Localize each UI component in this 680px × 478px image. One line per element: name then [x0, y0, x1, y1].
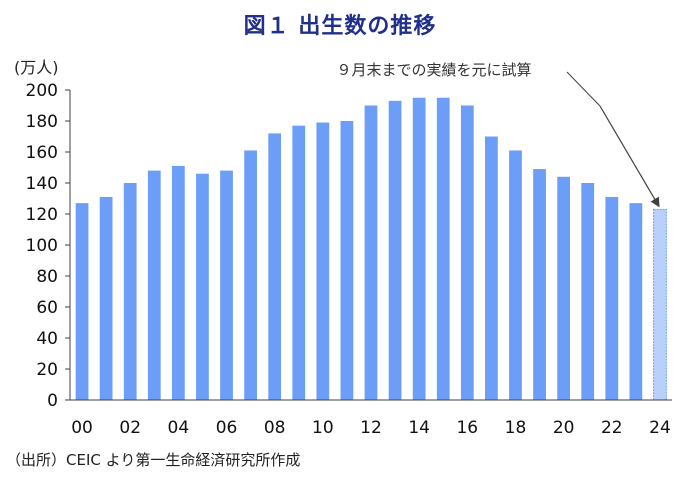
bar-17 — [485, 136, 498, 400]
bar-04 — [171, 165, 185, 400]
y-tick-label: 40 — [36, 329, 58, 349]
y-tick-label: 180 — [26, 112, 58, 132]
bar-00 — [75, 203, 89, 400]
x-tick-label: 12 — [360, 418, 382, 438]
chart-title: 図１ 出生数の推移 — [243, 14, 437, 39]
y-tick-label: 0 — [47, 391, 58, 411]
source-note: （出所）CEIC より第一生命経済研究所作成 — [6, 451, 301, 469]
y-tick-label: 20 — [36, 360, 58, 380]
bar-19 — [533, 169, 546, 400]
y-tick-label: 200 — [26, 81, 58, 101]
x-tick-label: 24 — [649, 418, 671, 438]
bar-07 — [244, 150, 257, 400]
bar-13 — [388, 100, 402, 400]
bar-24 — [653, 208, 667, 401]
y-tick-label: 100 — [26, 236, 58, 256]
y-tick-label: 160 — [26, 143, 58, 163]
bar-08 — [268, 133, 282, 400]
x-tick-label: 18 — [505, 418, 527, 438]
bar-23 — [629, 203, 643, 400]
bar-22 — [605, 196, 619, 400]
x-tick-label: 08 — [264, 418, 286, 438]
bar-21 — [581, 183, 595, 400]
bar-20 — [557, 176, 571, 400]
bar-18 — [509, 150, 522, 400]
annotation-leader-line — [566, 71, 601, 107]
y-tick-label: 120 — [26, 205, 58, 225]
axes-layer: 0 20 40 60 80 100 120 140 160 180 200 00 02 04 06 08 10 1… — [26, 81, 672, 438]
x-tick-label: 14 — [408, 418, 430, 438]
bars-layer — [75, 97, 667, 401]
y-tick-label: 80 — [36, 267, 58, 287]
x-tick-label: 20 — [553, 418, 575, 438]
bar-09 — [292, 125, 306, 401]
x-tick-label: 04 — [168, 418, 190, 438]
annotation-label: ９月末までの実績を元に試算 — [336, 61, 531, 79]
bar-11 — [340, 121, 354, 400]
bar-14 — [412, 97, 426, 400]
x-tick-label: 00 — [71, 418, 93, 438]
bar-10 — [316, 122, 330, 401]
x-tick-label: 06 — [216, 418, 238, 438]
annotation-arrow — [599, 105, 660, 208]
x-tick-label: 02 — [119, 418, 141, 438]
annotation-layer: ９月末までの実績を元に試算 — [336, 61, 660, 208]
x-tick-label: 16 — [456, 418, 478, 438]
bar-12 — [364, 105, 378, 400]
bar-05 — [196, 173, 209, 400]
bar-16 — [460, 105, 474, 400]
y-tick-label: 60 — [36, 298, 58, 318]
bar-06 — [220, 170, 233, 400]
bar-02 — [123, 183, 137, 400]
y-tick-label: 140 — [26, 174, 58, 194]
y-axis-unit-label: (万人) — [14, 58, 59, 77]
x-tick-label: 10 — [312, 418, 334, 438]
bar-01 — [99, 196, 113, 400]
x-tick-label: 22 — [601, 418, 623, 438]
bar-03 — [147, 170, 161, 400]
bar-15 — [436, 97, 450, 400]
